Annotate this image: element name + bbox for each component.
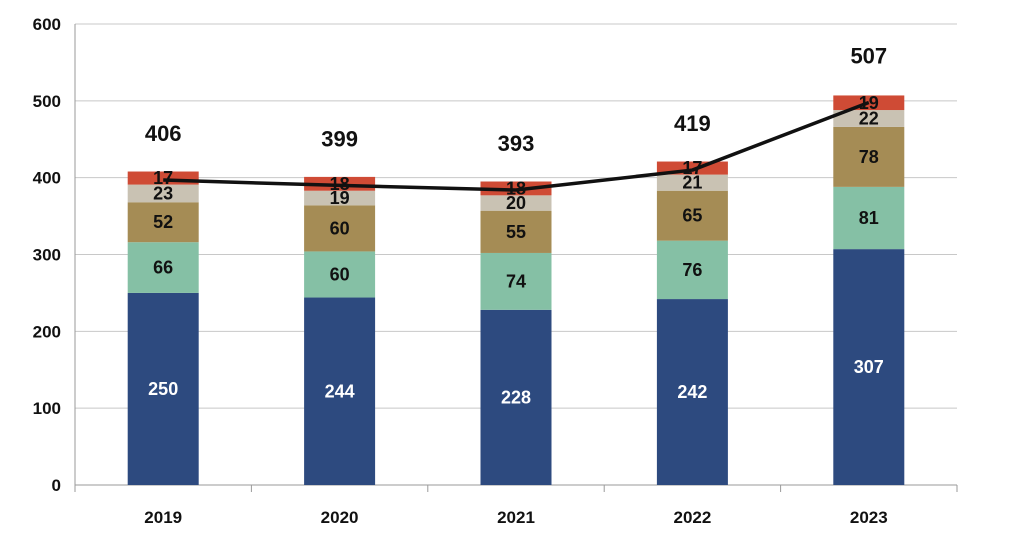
labels: 2506652231724460601918228745520182427665…	[145, 43, 887, 407]
x-tick-label-2023: 2023	[850, 508, 888, 527]
data-label-2020-series-2: 60	[330, 264, 350, 284]
bar-segment-2021-series-1	[480, 309, 552, 485]
data-label-2022-series-3: 65	[682, 206, 702, 226]
data-label-2023-series-2: 81	[859, 208, 879, 228]
data-label-2021-series-5: 18	[506, 178, 526, 198]
data-label-2021-series-2: 74	[506, 271, 526, 291]
x-tick-label-2020: 2020	[321, 508, 359, 527]
data-label-2022-series-5: 17	[682, 158, 702, 178]
bar-segment-2023-series-2	[833, 186, 905, 250]
total-label-2021: 393	[498, 131, 535, 156]
bar-segment-2022-series-3	[656, 190, 728, 241]
y-tick-label-400: 400	[33, 169, 61, 188]
bar-segment-2019-series-1	[127, 292, 199, 485]
data-label-2021-series-3: 55	[506, 222, 526, 242]
bar-segment-2019-series-2	[127, 242, 199, 293]
data-label-2020-series-3: 60	[330, 218, 350, 238]
bar-segment-2020-series-2	[304, 251, 376, 298]
bar-segment-2020-series-1	[304, 297, 376, 485]
y-tick-label-300: 300	[33, 246, 61, 265]
bar-segment-2021-series-3	[480, 210, 552, 253]
bar-segment-2023-series-4	[833, 110, 905, 127]
bar-segment-2019-series-3	[127, 202, 199, 243]
data-label-2023-series-1: 307	[854, 357, 884, 377]
y-tick-label-200: 200	[33, 322, 61, 341]
bar-segment-2019-series-4	[127, 184, 199, 203]
total-label-2022: 419	[674, 111, 711, 136]
data-label-2021-series-1: 228	[501, 387, 531, 407]
data-label-2020-series-5: 18	[330, 174, 350, 194]
data-label-2019-series-3: 52	[153, 212, 173, 232]
y-tick-label-100: 100	[33, 399, 61, 418]
x-tick-label-2021: 2021	[497, 508, 535, 527]
y-tick-label-0: 0	[52, 476, 61, 495]
bar-segment-2023-series-1	[833, 249, 905, 485]
bar-segment-2021-series-4	[480, 195, 552, 211]
bars	[127, 95, 905, 485]
data-label-2023-series-5: 19	[859, 93, 879, 113]
bar-segment-2020-series-3	[304, 205, 376, 252]
total-label-2019: 406	[145, 121, 182, 146]
bar-segment-2023-series-3	[833, 126, 905, 187]
y-tick-label-500: 500	[33, 92, 61, 111]
data-label-2019-series-4: 23	[153, 183, 173, 203]
x-tick-label-2019: 2019	[144, 508, 182, 527]
data-label-2020-series-1: 244	[325, 381, 355, 401]
bar-segment-2022-series-4	[656, 174, 728, 191]
data-label-2019-series-2: 66	[153, 258, 173, 278]
data-label-2020-series-4: 19	[330, 188, 350, 208]
data-label-2019-series-1: 250	[148, 379, 178, 399]
data-label-2023-series-3: 78	[859, 147, 879, 167]
total-line	[163, 100, 870, 192]
data-label-2019-series-5: 17	[153, 168, 173, 188]
x-tick-label-2022: 2022	[673, 508, 711, 527]
bar-segment-2022-series-2	[656, 240, 728, 300]
data-label-2022-series-2: 76	[682, 260, 702, 280]
data-label-2022-series-4: 21	[682, 173, 702, 193]
y-tick-label-600: 600	[33, 15, 61, 34]
total-line-layer	[163, 100, 870, 192]
data-label-2021-series-4: 20	[506, 193, 526, 213]
bar-segment-2022-series-1	[656, 299, 728, 485]
bar-segment-2020-series-4	[304, 190, 376, 206]
data-label-2023-series-4: 22	[859, 109, 879, 129]
bar-segment-2021-series-2	[480, 252, 552, 310]
total-label-2023: 507	[850, 43, 887, 68]
data-label-2022-series-1: 242	[677, 382, 707, 402]
total-label-2020: 399	[321, 126, 358, 151]
